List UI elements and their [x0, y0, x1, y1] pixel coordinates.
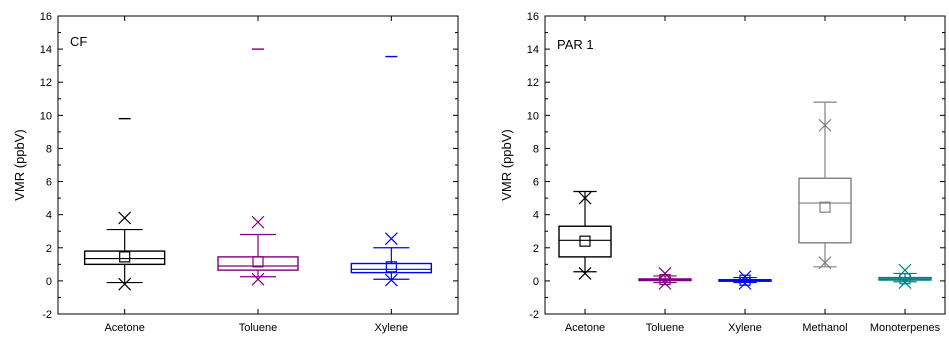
y-axis-title: VMR (ppbV) [499, 129, 514, 201]
min-marker [898, 276, 912, 289]
iqr-box [558, 225, 612, 258]
y-tick-label: 10 [40, 110, 52, 122]
iqr-box [83, 250, 166, 266]
y-axis: -2 0 2 4 6 8 10 12 14 16 [40, 11, 458, 321]
mean-marker [899, 273, 911, 285]
y-tick-label: 2 [46, 243, 52, 255]
y-tick-label: 12 [40, 77, 52, 89]
max-marker [818, 118, 832, 132]
y-tick-label: 16 [527, 11, 539, 23]
y-tick-label: 10 [527, 110, 539, 122]
y-axis-title: VMR (ppbV) [12, 129, 27, 201]
mean-marker [659, 273, 671, 286]
mean-marker [739, 274, 751, 286]
box-acetone [558, 190, 612, 280]
y-tick-label: 2 [533, 243, 539, 255]
iqr-box [798, 177, 852, 244]
box-xylene [718, 270, 772, 290]
box-acetone [83, 117, 166, 291]
box-monoterpenes [878, 263, 932, 289]
box-toluene [217, 48, 299, 286]
y-tick-label: 6 [533, 177, 539, 189]
y-tick-label: 14 [40, 44, 52, 56]
mean-marker [385, 261, 397, 273]
x-tick-label: Toluene [239, 322, 278, 334]
x-tick-label: Acetone [104, 322, 144, 334]
box-plots [83, 48, 433, 291]
box-methanol [798, 101, 852, 270]
chart-panel-cf: CF VMR (ppbV) -2 0 2 4 6 8 10 12 14 16 Acetone Tol… [12, 11, 459, 334]
x-axis: Acetone Toluene Xylene Methanol Monoterpenes [565, 16, 941, 334]
x-tick-label: Toluene [646, 322, 685, 334]
chart-panel-par1: PAR 1 VMR (ppbV) -2 0 2 4 6 8 10 12 14 16 Acetone… [499, 11, 946, 334]
y-tick-label: 6 [46, 177, 52, 189]
box-plots [558, 101, 932, 290]
iqr-box [217, 256, 299, 271]
y-tick-label: 14 [527, 44, 539, 56]
mean-marker [119, 251, 131, 263]
y-tick-label: 8 [533, 143, 539, 155]
max-marker [658, 267, 672, 280]
mean-marker [252, 256, 264, 268]
max-marker [118, 211, 132, 225]
min-marker [658, 276, 672, 290]
max-marker [578, 191, 592, 205]
x-axis: Acetone Toluene Xylene [104, 16, 408, 334]
y-tick-label: 16 [40, 11, 52, 23]
max-marker [738, 270, 752, 284]
x-tick-label: Monoterpenes [870, 322, 941, 334]
y-tick-label: 4 [533, 210, 539, 222]
min-marker [118, 277, 132, 291]
y-tick-label: 0 [533, 276, 539, 288]
y-tick-label: 12 [527, 77, 539, 89]
max-marker [898, 263, 912, 277]
min-marker [738, 276, 752, 290]
plot-frame [544, 15, 946, 315]
y-tick-label: -2 [42, 309, 52, 321]
x-tick-label: Acetone [565, 322, 605, 334]
box-xylene [350, 55, 433, 287]
panel-label: CF [70, 34, 87, 49]
min-marker [251, 272, 265, 286]
min-marker [818, 256, 832, 270]
y-tick-label: 4 [46, 210, 52, 222]
x-tick-label: Xylene [375, 322, 409, 334]
y-tick-label: 0 [46, 276, 52, 288]
panel-label: PAR 1 [557, 37, 594, 52]
max-marker [384, 232, 398, 246]
min-marker [578, 267, 592, 280]
box-toluene [638, 267, 692, 290]
x-tick-label: Xylene [728, 322, 762, 334]
mean-marker [579, 235, 591, 247]
x-tick-label: Methanol [802, 322, 847, 334]
min-marker [384, 273, 398, 287]
mean-marker [819, 201, 831, 213]
y-tick-label: 8 [46, 143, 52, 155]
iqr-box [350, 262, 433, 274]
y-axis: -2 0 2 4 6 8 10 12 14 16 [527, 11, 945, 321]
y-tick-label: -2 [529, 309, 539, 321]
max-marker [251, 215, 265, 229]
